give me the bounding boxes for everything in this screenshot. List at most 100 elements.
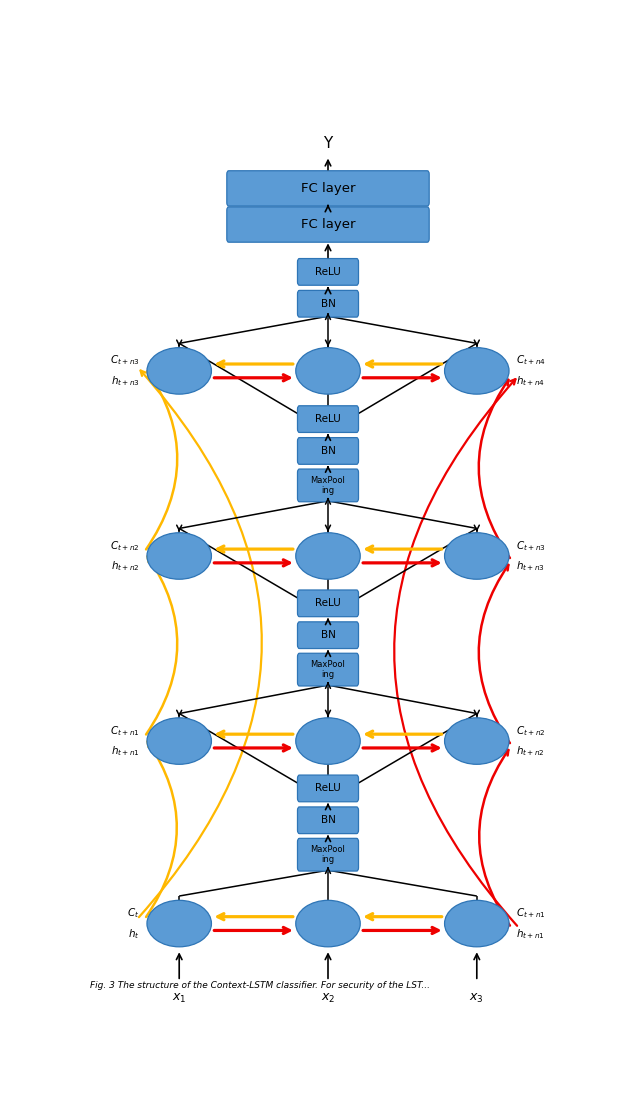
FancyArrowPatch shape (363, 375, 438, 381)
FancyBboxPatch shape (227, 207, 429, 243)
FancyBboxPatch shape (298, 291, 358, 318)
FancyArrowPatch shape (326, 619, 330, 625)
Text: BN: BN (321, 446, 335, 456)
Text: $C_{{t+n1}}$: $C_{{t+n1}}$ (110, 723, 140, 738)
Text: $h_{{t+n3}}$: $h_{{t+n3}}$ (111, 375, 140, 388)
Text: BN: BN (321, 815, 335, 825)
FancyArrowPatch shape (146, 371, 177, 549)
Ellipse shape (445, 533, 509, 579)
Text: ReLU: ReLU (315, 414, 341, 424)
FancyArrowPatch shape (326, 525, 330, 530)
Text: $C_{t}$: $C_{t}$ (127, 907, 140, 920)
Text: $h_{{t+n4}}$: $h_{{t+n4}}$ (516, 375, 546, 388)
FancyArrowPatch shape (214, 560, 289, 566)
FancyArrowPatch shape (177, 525, 182, 530)
FancyArrowPatch shape (363, 745, 438, 751)
FancyArrowPatch shape (474, 954, 479, 978)
FancyArrowPatch shape (326, 710, 330, 716)
FancyArrowPatch shape (326, 836, 330, 842)
Text: BN: BN (321, 631, 335, 641)
FancyArrowPatch shape (325, 954, 331, 978)
FancyArrowPatch shape (474, 710, 479, 716)
Text: FC layer: FC layer (301, 218, 355, 231)
Text: ReLU: ReLU (315, 267, 341, 277)
FancyArrowPatch shape (214, 745, 289, 751)
FancyBboxPatch shape (298, 622, 358, 648)
FancyArrowPatch shape (177, 710, 182, 716)
Text: $h_{{t+n3}}$: $h_{{t+n3}}$ (516, 559, 545, 574)
Text: ReLU: ReLU (315, 598, 341, 608)
Text: MaxPool
ing: MaxPool ing (310, 845, 346, 864)
FancyBboxPatch shape (298, 437, 358, 464)
Text: MaxPool
ing: MaxPool ing (310, 475, 346, 495)
Text: Y: Y (323, 135, 333, 151)
FancyBboxPatch shape (298, 406, 358, 433)
FancyArrowPatch shape (367, 913, 442, 920)
Text: MaxPool
ing: MaxPool ing (310, 660, 346, 680)
Text: $h_{{t+n1}}$: $h_{{t+n1}}$ (516, 927, 545, 941)
FancyArrowPatch shape (367, 731, 442, 737)
FancyArrowPatch shape (325, 245, 331, 257)
FancyArrowPatch shape (326, 805, 330, 809)
Text: $h_{{t+n2}}$: $h_{{t+n2}}$ (516, 745, 545, 758)
FancyArrowPatch shape (218, 361, 293, 367)
FancyArrowPatch shape (218, 731, 293, 737)
FancyBboxPatch shape (227, 171, 429, 206)
FancyArrowPatch shape (326, 340, 330, 345)
FancyArrowPatch shape (326, 467, 330, 472)
FancyArrowPatch shape (146, 741, 177, 917)
Text: $C_{{t+n3}}$: $C_{{t+n3}}$ (516, 539, 546, 552)
Text: $x_1$: $x_1$ (172, 992, 186, 1005)
FancyArrowPatch shape (325, 288, 331, 294)
Text: $C_{{t+n1}}$: $C_{{t+n1}}$ (516, 907, 546, 920)
Text: $C_{{t+n2}}$: $C_{{t+n2}}$ (516, 723, 546, 738)
FancyArrowPatch shape (326, 435, 330, 440)
Text: $h_{t}$: $h_{t}$ (128, 927, 140, 941)
Text: ReLU: ReLU (315, 784, 341, 794)
FancyBboxPatch shape (298, 775, 358, 802)
Text: $h_{{t+n2}}$: $h_{{t+n2}}$ (111, 559, 140, 574)
FancyArrowPatch shape (325, 160, 331, 170)
Ellipse shape (296, 900, 360, 947)
FancyArrowPatch shape (214, 375, 289, 381)
FancyArrowPatch shape (214, 928, 289, 934)
Text: $C_{{t+n3}}$: $C_{{t+n3}}$ (110, 353, 140, 368)
FancyArrowPatch shape (177, 340, 182, 345)
Ellipse shape (445, 718, 509, 765)
FancyArrowPatch shape (326, 652, 330, 656)
FancyArrowPatch shape (479, 750, 510, 926)
FancyBboxPatch shape (298, 807, 358, 834)
FancyArrowPatch shape (363, 928, 438, 934)
FancyArrowPatch shape (177, 954, 182, 978)
FancyArrowPatch shape (474, 525, 479, 530)
Ellipse shape (147, 348, 211, 395)
Text: $x_3$: $x_3$ (470, 992, 484, 1005)
FancyBboxPatch shape (298, 590, 358, 617)
Ellipse shape (296, 718, 360, 765)
FancyArrowPatch shape (325, 206, 331, 211)
Ellipse shape (147, 533, 211, 579)
Text: $C_{{t+n4}}$: $C_{{t+n4}}$ (516, 353, 547, 368)
FancyArrowPatch shape (363, 560, 438, 566)
FancyArrowPatch shape (479, 565, 510, 743)
Text: BN: BN (321, 299, 335, 309)
FancyArrowPatch shape (479, 380, 510, 558)
Ellipse shape (147, 718, 211, 765)
FancyArrowPatch shape (367, 546, 442, 552)
FancyArrowPatch shape (367, 361, 442, 367)
Ellipse shape (445, 900, 509, 947)
FancyBboxPatch shape (298, 838, 358, 871)
FancyArrowPatch shape (474, 340, 479, 345)
FancyBboxPatch shape (298, 258, 358, 285)
FancyArrowPatch shape (394, 379, 517, 926)
FancyArrowPatch shape (326, 868, 330, 873)
FancyArrowPatch shape (326, 314, 330, 320)
FancyArrowPatch shape (146, 557, 177, 735)
Text: $h_{{t+n1}}$: $h_{{t+n1}}$ (111, 745, 140, 758)
FancyArrowPatch shape (326, 683, 330, 689)
Ellipse shape (445, 348, 509, 395)
FancyArrowPatch shape (218, 913, 293, 920)
Ellipse shape (296, 533, 360, 579)
Ellipse shape (296, 348, 360, 395)
FancyArrowPatch shape (218, 546, 293, 552)
